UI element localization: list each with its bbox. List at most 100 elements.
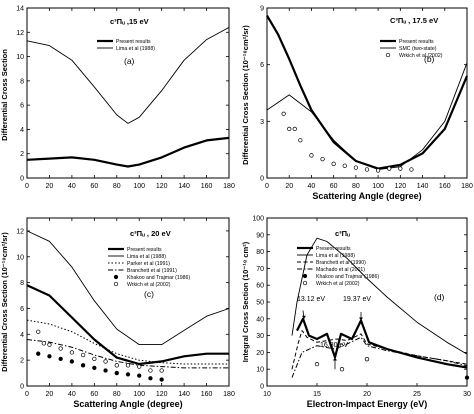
x-tick-label: 100 (133, 391, 145, 398)
data-point (159, 377, 164, 382)
y-tick-label: 100 (252, 216, 264, 223)
x-tick-label: 60 (90, 183, 98, 190)
x-tick-label: 80 (352, 183, 360, 190)
data-point (292, 126, 297, 132)
data-point (148, 368, 153, 373)
legend-entry: Present results (116, 39, 151, 45)
legend-entry: SMC (two-state) (399, 46, 437, 52)
legend-entry: Branchett et al (1990) (316, 260, 366, 266)
series-line (266, 15, 469, 170)
y-tick-label: 40 (256, 316, 264, 323)
x-tick-label: 180 (461, 183, 473, 190)
legend-marker (302, 280, 308, 286)
legend-entry: Wrkich et al (2002) (127, 282, 171, 288)
legend-marker (302, 273, 308, 279)
data-point (58, 356, 63, 362)
data-point (281, 111, 286, 116)
y-tick-label: 6 (260, 62, 264, 69)
data-point (92, 356, 97, 362)
x-tick-label: 40 (308, 183, 316, 190)
data-point (387, 166, 392, 171)
y-tick-label: 10 (256, 367, 264, 374)
arrow-label: 13.12 eV (297, 296, 325, 303)
series-line (26, 27, 230, 124)
panel-label: (d) (434, 292, 445, 302)
data-point (364, 356, 370, 362)
plot-frame (26, 7, 230, 179)
panel-d: 10 15 20 25 300102030405060708090100Electron… (241, 216, 471, 410)
data-point (342, 163, 347, 168)
panel-b: 0 20 40 60 80 100 120 140 160 180 0 3 6 9 Scattering A… (241, 6, 473, 202)
y-tick-label: 8 (20, 78, 24, 85)
data-point (409, 167, 414, 172)
y-tick-label: 2 (20, 151, 24, 158)
y-tick-label: 10 (16, 254, 24, 261)
x-tick-label: 40 (68, 391, 76, 398)
data-point (309, 153, 314, 158)
panel-label: (c) (144, 289, 154, 299)
y-tick-label: 70 (256, 266, 264, 273)
arrow-head (302, 315, 306, 319)
series-line (26, 339, 229, 369)
x-tick-label: 20 (46, 183, 54, 190)
panel-label: (a) (124, 56, 135, 66)
x-tick-label: 15 (313, 391, 321, 398)
y-tick-label: 4 (20, 332, 24, 339)
x-tick-label: 140 (178, 183, 190, 190)
series-line (26, 136, 230, 168)
x-tick-label: 100 (372, 183, 384, 190)
data-point (47, 342, 52, 347)
x-tick-label: 160 (439, 183, 451, 190)
y-tick-label: 14 (16, 6, 24, 13)
x-tick-label: 0 (265, 183, 269, 190)
x-tick-label: 120 (156, 391, 168, 398)
y-tick-label: 50 (256, 300, 264, 307)
x-tick-label: 0 (25, 391, 29, 398)
data-point (41, 341, 46, 346)
data-point (58, 346, 63, 351)
y-axis-label: Differential Cross Section (10⁻¹⁸cm²/sr) (241, 25, 250, 165)
x-tick-label: 140 (178, 391, 190, 398)
data-point (125, 363, 131, 368)
data-point (159, 368, 164, 373)
data-point (398, 166, 403, 171)
x-tick-label: 120 (156, 183, 168, 190)
data-point (298, 138, 303, 143)
x-tick-label: 20 (285, 183, 293, 190)
data-point (148, 376, 153, 381)
plot-frame (26, 217, 230, 387)
data-point (80, 352, 86, 358)
series-line (26, 284, 229, 366)
arrow-head (359, 317, 363, 321)
y-tick-label: 0 (260, 176, 264, 183)
series-line (26, 230, 230, 346)
legend-marker (113, 274, 119, 280)
y-tick-label: 8 (20, 280, 24, 287)
data-point (92, 365, 97, 371)
x-tick-label: 100 (133, 183, 145, 190)
data-point (114, 370, 119, 376)
x-tick-label: 120 (394, 183, 406, 190)
y-tick-label: 20 (256, 350, 264, 357)
data-point (464, 375, 470, 380)
panel-annotation: C³Πᵤ , 17.5 eV (390, 16, 438, 25)
x-tick-label: 180 (223, 391, 235, 398)
x-tick-label: 80 (113, 391, 121, 398)
data-point (69, 359, 75, 364)
legend-entry: Khakoo and Trajmar (1986) (127, 275, 190, 281)
data-point (47, 354, 52, 359)
panel-annotation: c³Πᵤ (335, 229, 350, 238)
y-tick-label: 60 (256, 283, 264, 290)
legend-entry: Lima et al (1988) (316, 253, 355, 259)
series-line (26, 319, 229, 365)
data-point (114, 363, 119, 368)
legend-entry: Lima et al (1988) (127, 254, 166, 260)
series-line (291, 336, 468, 378)
series-line (291, 330, 468, 370)
y-tick-label: 10 (16, 54, 24, 61)
legend-entry: Present results (399, 39, 434, 45)
y-tick-label: 3 (260, 119, 264, 126)
